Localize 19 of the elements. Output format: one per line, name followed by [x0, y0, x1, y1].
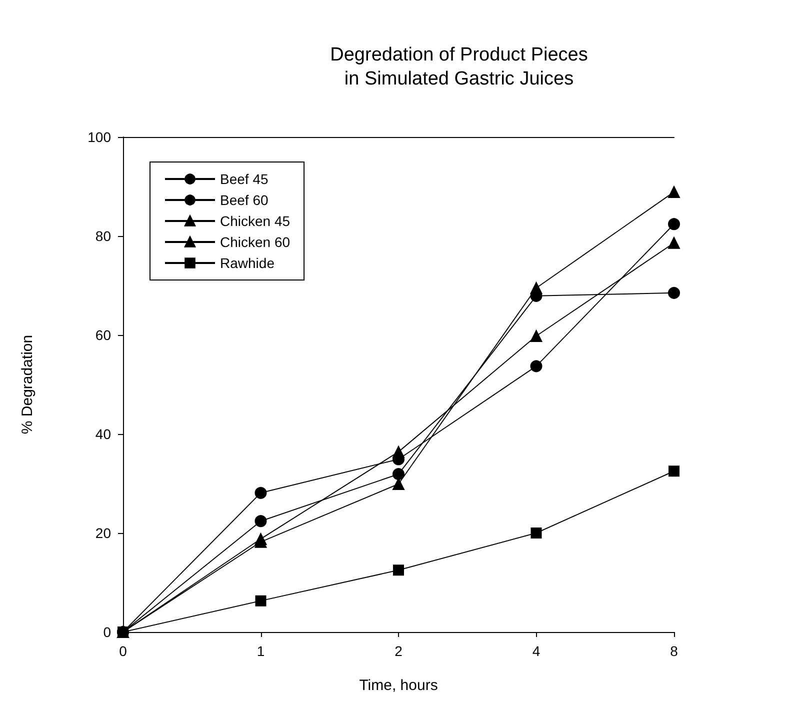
- y-axis-title: % Degradation: [19, 334, 36, 434]
- legend-label: Chicken 45: [220, 213, 290, 229]
- chart-title: Degredation of Product Pieces in Simulated Gastric Juices: [330, 44, 588, 90]
- x-tick-label: 2: [394, 643, 403, 659]
- x-tick-label: 0: [119, 643, 128, 659]
- legend-label: Beef 45: [220, 171, 268, 187]
- y-tick-label: 40: [95, 426, 112, 442]
- x-tick-label: 8: [670, 643, 678, 659]
- x-tick-label: 4: [532, 643, 540, 659]
- legend-label: Beef 60: [220, 192, 268, 208]
- x-tick-label: 1: [256, 643, 265, 659]
- y-tick-label: 80: [95, 228, 112, 244]
- x-axis-title: Time, hours: [359, 677, 438, 694]
- y-tick-label: 60: [95, 327, 112, 343]
- y-tick-label: 100: [88, 129, 112, 145]
- y-tick-label: 0: [103, 624, 112, 640]
- legend-label: Rawhide: [220, 255, 275, 271]
- y-tick-label: 20: [95, 525, 112, 541]
- legend-label: Chicken 60: [220, 234, 290, 250]
